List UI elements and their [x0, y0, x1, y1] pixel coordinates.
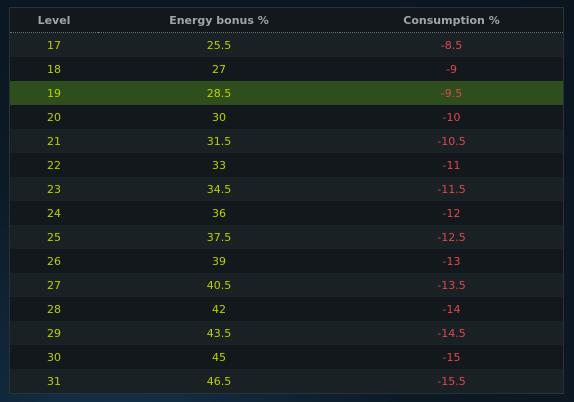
cell-consumption: -14.5 [340, 321, 563, 345]
table-row[interactable]: 26 39 -13 [10, 249, 563, 273]
cell-consumption: -15 [340, 345, 563, 369]
cell-level: 27 [10, 273, 98, 297]
cell-consumption: -11.5 [340, 177, 563, 201]
cell-consumption: -12 [340, 201, 563, 225]
cell-consumption: -10.5 [340, 129, 563, 153]
table-row[interactable]: 22 33 -11 [10, 153, 563, 177]
cell-consumption: -10 [340, 105, 563, 129]
cell-level: 18 [10, 57, 98, 81]
cell-energy-bonus: 43.5 [98, 321, 340, 345]
cell-level: 23 [10, 177, 98, 201]
cell-level: 29 [10, 321, 98, 345]
cell-energy-bonus: 31.5 [98, 129, 340, 153]
table-row[interactable]: 25 37.5 -12.5 [10, 225, 563, 249]
cell-level: 26 [10, 249, 98, 273]
header-consumption: Consumption % [340, 8, 563, 33]
cell-energy-bonus: 33 [98, 153, 340, 177]
table-row[interactable]: 31 46.5 -15.5 [10, 369, 563, 393]
cell-level: 20 [10, 105, 98, 129]
cell-energy-bonus: 40.5 [98, 273, 340, 297]
table-row-selected[interactable]: 19 28.5 -9.5 [10, 81, 563, 105]
table-row[interactable]: 17 25.5 -8.5 [10, 32, 563, 57]
table-row[interactable]: 30 45 -15 [10, 345, 563, 369]
cell-level: 28 [10, 297, 98, 321]
cell-level: 22 [10, 153, 98, 177]
cell-energy-bonus: 28.5 [98, 81, 340, 105]
cell-consumption: -13.5 [340, 273, 563, 297]
level-table-panel: Level Energy bonus % Consumption % 17 25.… [9, 7, 564, 394]
cell-level: 25 [10, 225, 98, 249]
cell-consumption: -9.5 [340, 81, 563, 105]
cell-consumption: -8.5 [340, 32, 563, 57]
cell-energy-bonus: 39 [98, 249, 340, 273]
cell-energy-bonus: 30 [98, 105, 340, 129]
table-body: 17 25.5 -8.5 18 27 -9 19 28.5 -9.5 20 30 -10 21 31.5-… [10, 32, 563, 393]
cell-energy-bonus: 37.5 [98, 225, 340, 249]
table-row[interactable]: 28 42 -14 [10, 297, 563, 321]
cell-energy-bonus: 34.5 [98, 177, 340, 201]
table-row[interactable]: 21 31.5 -10.5 [10, 129, 563, 153]
cell-level: 17 [10, 32, 98, 57]
table-row[interactable]: 29 43.5 -14.5 [10, 321, 563, 345]
cell-energy-bonus: 36 [98, 201, 340, 225]
table-header-row: Level Energy bonus % Consumption % [10, 8, 563, 33]
table-row[interactable]: 27 40.5 -13.5 [10, 273, 563, 297]
level-table: Level Energy bonus % Consumption % 17 25.… [10, 8, 563, 393]
table-row[interactable]: 24 36 -12 [10, 201, 563, 225]
cell-level: 31 [10, 369, 98, 393]
cell-consumption: -11 [340, 153, 563, 177]
header-level: Level [10, 8, 98, 33]
cell-energy-bonus: 46.5 [98, 369, 340, 393]
cell-energy-bonus: 25.5 [98, 32, 340, 57]
cell-consumption: -15.5 [340, 369, 563, 393]
cell-energy-bonus: 27 [98, 57, 340, 81]
cell-consumption: -12.5 [340, 225, 563, 249]
cell-energy-bonus: 45 [98, 345, 340, 369]
cell-level: 30 [10, 345, 98, 369]
cell-consumption: -14 [340, 297, 563, 321]
cell-consumption: -13 [340, 249, 563, 273]
cell-energy-bonus: 42 [98, 297, 340, 321]
cell-level: 24 [10, 201, 98, 225]
cell-level: 19 [10, 81, 98, 105]
header-energy-bonus: Energy bonus % [98, 8, 340, 33]
cell-consumption: -9 [340, 57, 563, 81]
table-row[interactable]: 23 34.5 -11.5 [10, 177, 563, 201]
cell-level: 21 [10, 129, 98, 153]
table-row[interactable]: 20 30 -10 [10, 105, 563, 129]
table-row[interactable]: 18 27 -9 [10, 57, 563, 81]
